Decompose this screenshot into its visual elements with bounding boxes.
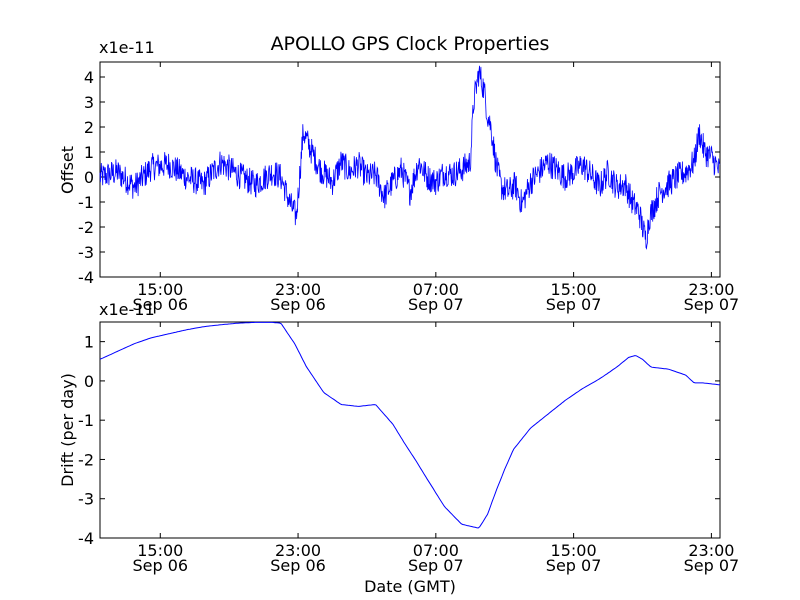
y-tick-label: 2 xyxy=(84,118,94,137)
x-tick-time-label: 23:00 xyxy=(275,280,321,299)
y-tick-label: -2 xyxy=(78,450,94,469)
x-axis-label: Date (GMT) xyxy=(364,577,456,596)
x-tick-date-label: Sep 07 xyxy=(546,556,602,575)
drift-series-line xyxy=(99,321,721,529)
y-tick-label: -2 xyxy=(78,218,94,237)
x-tick-time-label: 07:00 xyxy=(413,280,459,299)
x-tick-date-label: Sep 06 xyxy=(132,295,188,314)
offset-series-line xyxy=(99,65,721,250)
x-tick-time-label: 15:00 xyxy=(137,280,183,299)
x-tick-date-label: Sep 06 xyxy=(270,556,326,575)
y-tick-label: -3 xyxy=(78,490,94,509)
x-tick-date-label: Sep 07 xyxy=(408,295,464,314)
drift-scale-label: x1e-11 xyxy=(99,300,155,319)
x-tick-time-label: 15:00 xyxy=(551,280,597,299)
y-tick-label: 4 xyxy=(84,68,94,87)
drift-y-label: Drift (per day) xyxy=(58,373,77,487)
x-tick-time-label: 07:00 xyxy=(413,541,459,560)
x-tick-date-label: Sep 07 xyxy=(684,295,740,314)
x-tick-date-label: Sep 07 xyxy=(684,556,740,575)
y-tick-label: 0 xyxy=(84,372,94,391)
x-tick-date-label: Sep 06 xyxy=(270,295,326,314)
y-tick-label: -1 xyxy=(78,193,94,212)
y-tick-label: 1 xyxy=(84,333,94,352)
x-tick-time-label: 15:00 xyxy=(551,541,597,560)
offset-plot-frame xyxy=(99,61,721,278)
y-tick-label: -3 xyxy=(78,243,94,262)
x-tick-time-label: 15:00 xyxy=(137,541,183,560)
y-tick-label: -4 xyxy=(78,529,94,548)
x-tick-time-label: 23:00 xyxy=(688,541,734,560)
y-tick-label: 1 xyxy=(84,143,94,162)
x-tick-time-label: 23:00 xyxy=(275,541,321,560)
y-tick-label: 3 xyxy=(84,93,94,112)
y-tick-label: 0 xyxy=(84,168,94,187)
x-tick-date-label: Sep 06 xyxy=(132,556,188,575)
drift-plot-frame xyxy=(99,321,721,539)
chart-title: APOLLO GPS Clock Properties xyxy=(271,33,550,55)
x-tick-time-label: 23:00 xyxy=(688,280,734,299)
y-tick-label: -4 xyxy=(78,268,94,287)
x-tick-date-label: Sep 07 xyxy=(408,556,464,575)
offset-scale-label: x1e-11 xyxy=(99,38,155,57)
y-tick-label: -1 xyxy=(78,411,94,430)
x-tick-date-label: Sep 07 xyxy=(546,295,602,314)
offset-y-label: Offset xyxy=(58,146,77,194)
